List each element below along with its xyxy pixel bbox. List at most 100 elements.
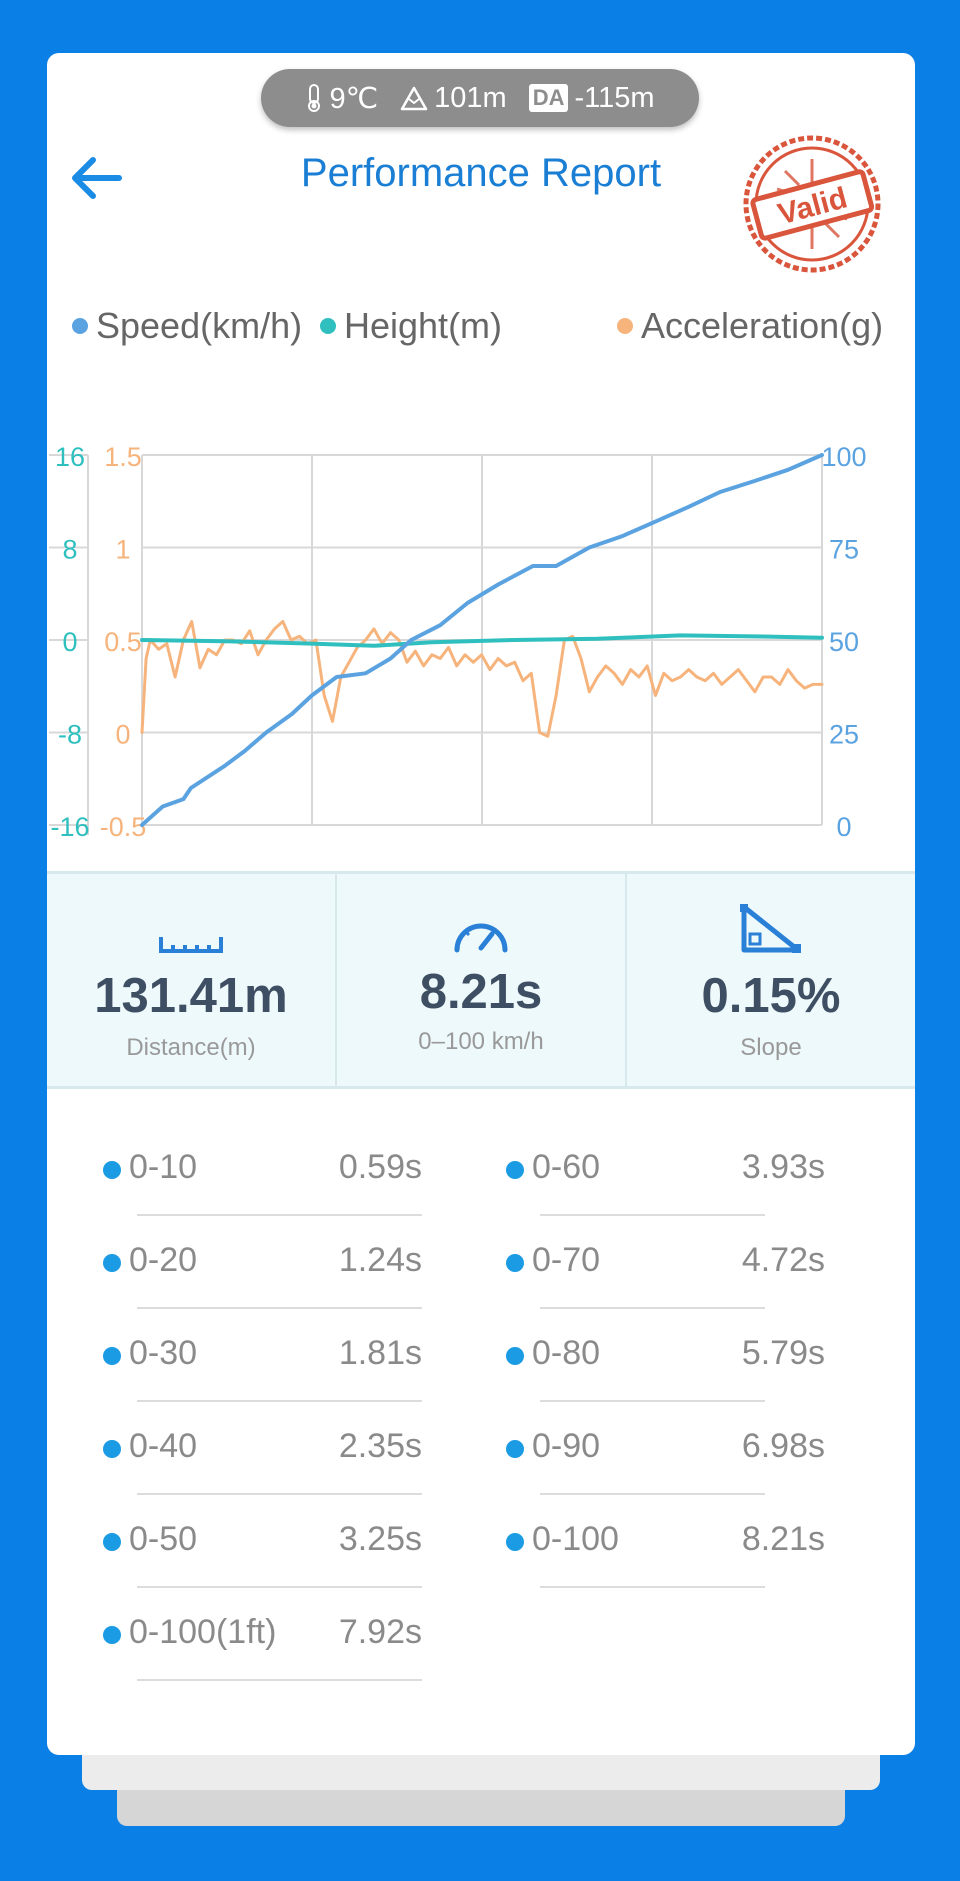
acceleration-axis-tick: 0.5 [104,627,142,657]
split-time: 3.93s [741,1148,825,1186]
split-time: 5.79s [741,1334,825,1372]
split-dot [506,1347,524,1365]
ruler-icon [159,937,223,953]
acceleration-series-line [140,620,824,738]
height-axis-tick: 8 [62,535,77,565]
split-label: 0-50 [129,1520,198,1558]
speed-axis-tick: 25 [829,720,859,750]
split-divider [540,1493,765,1495]
height-axis-tick: -16 [50,812,89,842]
speed-axis-tick: 75 [829,535,859,565]
acceleration-time-stat: 8.21s 0–100 km/h [335,874,625,1086]
legend-acceleration-dot [617,318,633,334]
split-dot [103,1440,121,1458]
split-time: 7.92s [338,1613,422,1651]
split-dot [103,1161,121,1179]
split-divider [540,1214,765,1216]
altitude-item: 101m [400,82,507,115]
split-label: 0-20 [129,1241,198,1279]
height-axis-tick: -8 [58,720,82,750]
performance-chart: 16 8 0 -8 -16 1.5 1 0.5 0 -0.5 100 75 50 25 0 [49,442,867,842]
split-divider [137,1586,422,1588]
environment-pill: 9℃ 101m DA -115m [261,69,699,127]
split-divider [137,1400,422,1402]
slope-label: Slope [740,1034,802,1061]
split-item: 0-100(1ft) 7.92s [72,1588,422,1681]
legend-height-dot [320,318,336,334]
split-item: 0-40 2.35s [72,1402,422,1495]
split-time: 1.81s [338,1334,422,1372]
split-item: 0-20 1.24s [72,1216,422,1309]
split-time: 0.59s [338,1148,422,1186]
mountain-icon [400,86,428,111]
split-item: 0-100 8.21s [475,1495,825,1588]
legend-speed: Speed(km/h) [72,305,302,347]
split-label: 0-80 [532,1334,601,1372]
split-item: 0-70 4.72s [475,1216,825,1309]
split-item: 0-30 1.81s [72,1309,422,1402]
acceleration-axis-tick: 1.5 [104,442,142,472]
split-dot [506,1533,524,1551]
performance-report-card: 9℃ 101m DA -115m Performance Report [47,53,915,1755]
split-dot [506,1440,524,1458]
split-divider [137,1214,422,1216]
split-divider [137,1307,422,1309]
split-time: 3.25s [338,1520,422,1558]
split-item: 0-80 5.79s [475,1309,825,1402]
split-divider [137,1493,422,1495]
height-axis-tick: 16 [55,442,85,472]
speed-axis-tick: 0 [836,812,851,842]
split-dot [103,1254,121,1272]
split-dot [103,1626,121,1644]
split-time: 2.35s [338,1427,422,1465]
legend-acceleration: Acceleration(g) [617,305,883,347]
acceleration-axis-tick: -0.5 [100,812,147,842]
acceleration-time-label: 0–100 km/h [418,1028,544,1055]
legend-acceleration-label: Acceleration(g) [641,305,884,346]
split-dot [103,1347,121,1365]
split-item: 0-90 6.98s [475,1402,825,1495]
slope-value: 0.15% [701,969,841,1023]
legend-speed-dot [72,318,88,334]
acceleration-time-value: 8.21s [419,965,543,1019]
split-dot [103,1533,121,1551]
split-dot [506,1161,524,1179]
split-label: 0-70 [532,1241,601,1279]
split-divider [540,1307,765,1309]
altitude-value: 101m [434,81,507,114]
split-time: 8.21s [741,1520,825,1558]
summary-stats: 131.41m Distance(m) 8.21s 0–100 km/h [47,871,915,1089]
density-altitude-value: -115m [574,81,655,114]
split-label: 0-10 [129,1148,198,1186]
temperature-item: 9℃ [305,81,378,116]
height-axis-tick: 0 [62,627,77,657]
acceleration-axis-tick: 0 [115,720,130,750]
split-item: 0-50 3.25s [72,1495,422,1588]
speed-axis-tick: 50 [829,627,859,657]
temperature-value: 9℃ [329,82,379,115]
split-divider [137,1679,422,1681]
distance-value: 131.41m [94,969,288,1023]
split-time: 6.98s [741,1427,825,1465]
split-label: 0-100(1ft) [129,1613,277,1651]
speed-series-line [140,453,824,827]
split-item: 0-10 0.59s [72,1123,422,1216]
speed-axis-tick: 100 [821,442,866,472]
split-time: 1.24s [338,1241,422,1279]
speedometer-icon [454,923,508,953]
acceleration-axis-tick: 1 [115,535,130,565]
distance-stat: 131.41m Distance(m) [47,874,335,1086]
split-label: 0-60 [532,1148,601,1186]
split-divider [540,1586,765,1588]
density-altitude-icon: DA [528,84,569,112]
page-title: Performance Report [300,151,662,195]
slope-stat: 0.15% Slope [625,874,915,1086]
legend-height: Height(m) [320,305,502,347]
height-series-line [140,633,824,648]
split-label: 0-90 [532,1427,601,1465]
back-button[interactable] [61,145,131,211]
split-item: 0-60 3.93s [475,1123,825,1216]
split-label: 0-40 [129,1427,198,1465]
density-altitude-item: DA -115m [528,81,655,115]
legend-speed-label: Speed(km/h) [96,305,303,346]
